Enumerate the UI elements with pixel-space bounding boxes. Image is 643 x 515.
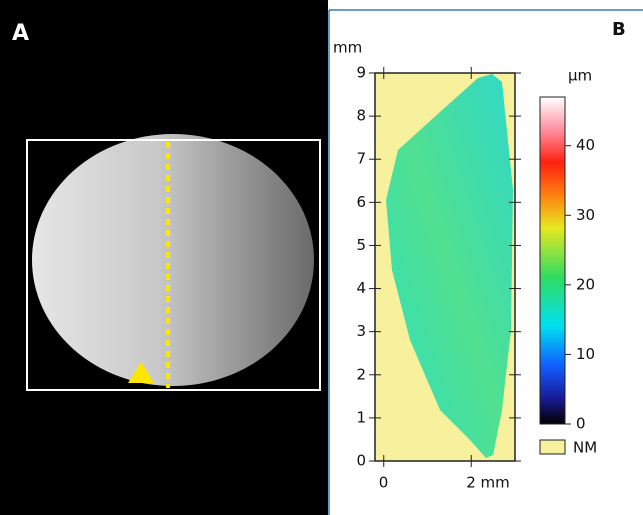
y-tick-label: 9	[356, 64, 366, 82]
y-tick-label: 2	[356, 365, 366, 383]
colorbar-unit: µm	[568, 67, 592, 85]
y-tick-label: 8	[356, 107, 366, 125]
colorbar-tick-label: 20	[576, 275, 595, 293]
y-unit: mm	[333, 39, 362, 57]
x-tick-label: 0	[379, 474, 389, 492]
y-tick-label: 0	[356, 452, 366, 470]
y-tick-label: 7	[356, 150, 366, 168]
x-tick-label: 2 mm	[466, 474, 510, 492]
legend-label: NM	[573, 439, 597, 457]
sample-disc	[32, 134, 314, 386]
panel-label: A	[12, 21, 29, 46]
colorbar	[539, 96, 566, 425]
y-tick-label: 1	[356, 408, 366, 426]
y-tick-label: 6	[356, 193, 366, 211]
colorbar-tick-label: 40	[576, 136, 595, 154]
colorbar-tick-label: 30	[576, 206, 595, 224]
height-map	[386, 74, 513, 458]
legend-swatch	[539, 439, 566, 455]
plot-frame	[374, 72, 516, 462]
y-tick-label: 4	[356, 279, 366, 297]
y-tick-label: 5	[356, 236, 366, 254]
marker	[128, 362, 154, 383]
colorbar-tick-label: 10	[576, 345, 595, 363]
panel-label: B	[612, 19, 626, 40]
y-tick-label: 3	[356, 322, 366, 340]
colorbar-tick-label: 0	[576, 415, 586, 433]
roi-box	[26, 139, 321, 391]
